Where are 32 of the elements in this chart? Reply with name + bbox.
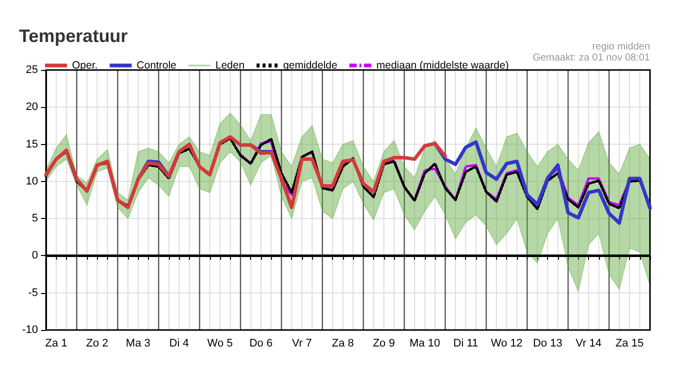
x-tick-label: Za 1	[45, 338, 68, 350]
y-tick-label: 25	[26, 64, 38, 76]
legend-label: mediaan (middelste waarde)	[376, 60, 509, 72]
x-tick-label: Di 11	[453, 338, 478, 350]
chart-title: Temperatuur	[19, 26, 128, 46]
text: Gemaakt: za 01 nov 08:01	[532, 52, 650, 64]
y-tick-label: 0	[32, 250, 38, 262]
x-tick-label: Do 6	[249, 338, 273, 350]
line-series	[44, 135, 448, 210]
x-tick-label: Za 15	[615, 338, 644, 350]
legend-label: Oper.	[72, 60, 98, 72]
x-tick-label: Wo 5	[207, 338, 233, 350]
legend-label: gemiddelde	[283, 60, 338, 72]
x-tick-label: Zo 2	[86, 338, 108, 350]
x-tick-label: Do 13	[532, 338, 562, 350]
x-tick-label: Zo 9	[372, 338, 395, 350]
legend-label: Leden	[215, 60, 245, 72]
x-tick-label: Ma 10	[409, 338, 440, 350]
x-tick-label: Wo 12	[490, 338, 522, 350]
y-tick-label: 20	[26, 101, 38, 114]
x-tick-label: Vr 14	[576, 338, 602, 350]
x-tick-label: Vr 7	[292, 338, 312, 350]
legend-label: Controle	[136, 60, 177, 72]
text: regio midden	[592, 42, 650, 52]
x-tick-label: Di 4	[169, 338, 189, 350]
y-tick-label: 15	[26, 138, 38, 150]
y-tick-label: -10	[22, 324, 38, 336]
y-tick-label: -5	[28, 286, 38, 299]
y-tick-label: 10	[26, 175, 38, 188]
y-tick-label: 5	[32, 212, 38, 225]
x-tick-label: Za 8	[332, 338, 354, 350]
x-tick-label: Ma 3	[126, 338, 150, 350]
